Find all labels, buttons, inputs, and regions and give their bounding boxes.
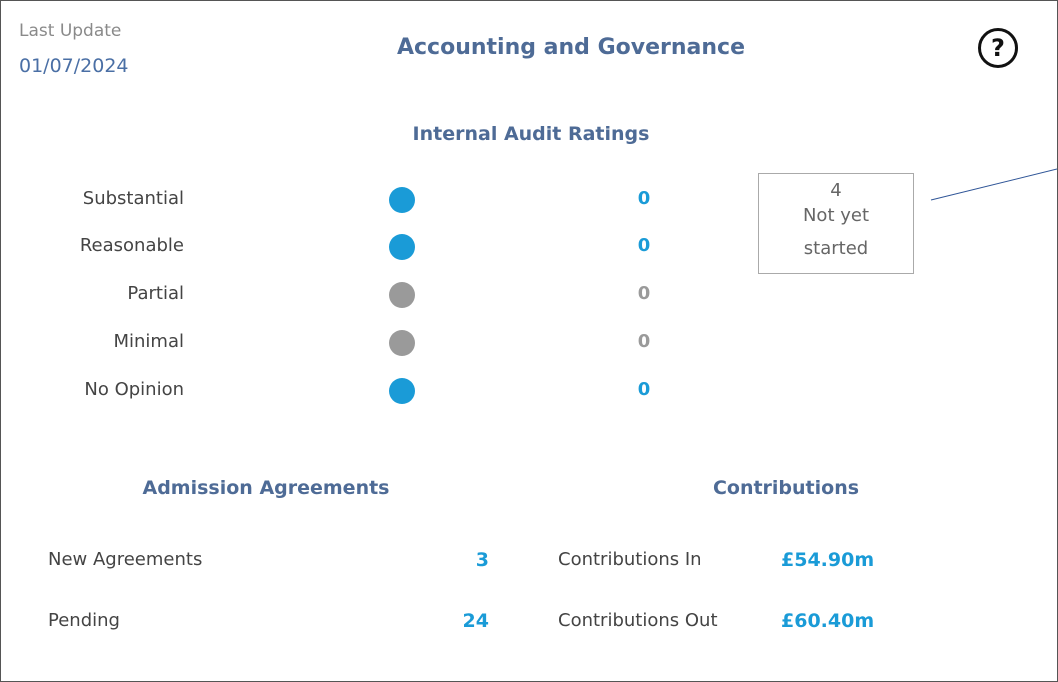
- rating-dot: [389, 282, 415, 308]
- rating-value: 0: [637, 331, 651, 352]
- rating-label: Substantial: [82, 188, 184, 209]
- rating-dot: [389, 187, 415, 213]
- admission-title: Admission Agreements: [142, 477, 390, 499]
- admission-value: 24: [462, 610, 489, 632]
- rating-label: Reasonable: [79, 235, 184, 256]
- rating-value: 0: [637, 379, 651, 400]
- audit-title: Internal Audit Ratings: [412, 123, 650, 145]
- leader-line: [930, 168, 1057, 201]
- not-started-count: 4: [830, 180, 842, 201]
- rating-value: 0: [637, 235, 651, 256]
- contribution-label: Contributions Out: [558, 610, 718, 631]
- not-started-box: 4 Not yet started: [758, 173, 914, 274]
- help-button[interactable]: ?: [978, 28, 1018, 68]
- admission-value: 3: [475, 549, 489, 571]
- last-update-date: 01/07/2024: [19, 55, 129, 77]
- rating-label: No Opinion: [84, 379, 184, 400]
- page-title: Accounting and Governance: [396, 35, 746, 60]
- contribution-value: £60.40m: [781, 610, 875, 632]
- rating-label: Minimal: [113, 331, 184, 352]
- rating-dot: [389, 330, 415, 356]
- contribution-value: £54.90m: [781, 549, 875, 571]
- admission-label: Pending: [48, 610, 120, 631]
- admission-label: New Agreements: [48, 549, 203, 570]
- last-update-label: Last Update: [19, 21, 122, 41]
- rating-value: 0: [637, 188, 651, 209]
- not-started-text: Not yet started: [802, 205, 870, 259]
- contribution-label: Contributions In: [558, 549, 702, 570]
- rating-label: Partial: [127, 283, 184, 304]
- rating-dot: [389, 378, 415, 404]
- contributions-title: Contributions: [712, 477, 860, 499]
- rating-dot: [389, 234, 415, 260]
- rating-value: 0: [637, 283, 651, 304]
